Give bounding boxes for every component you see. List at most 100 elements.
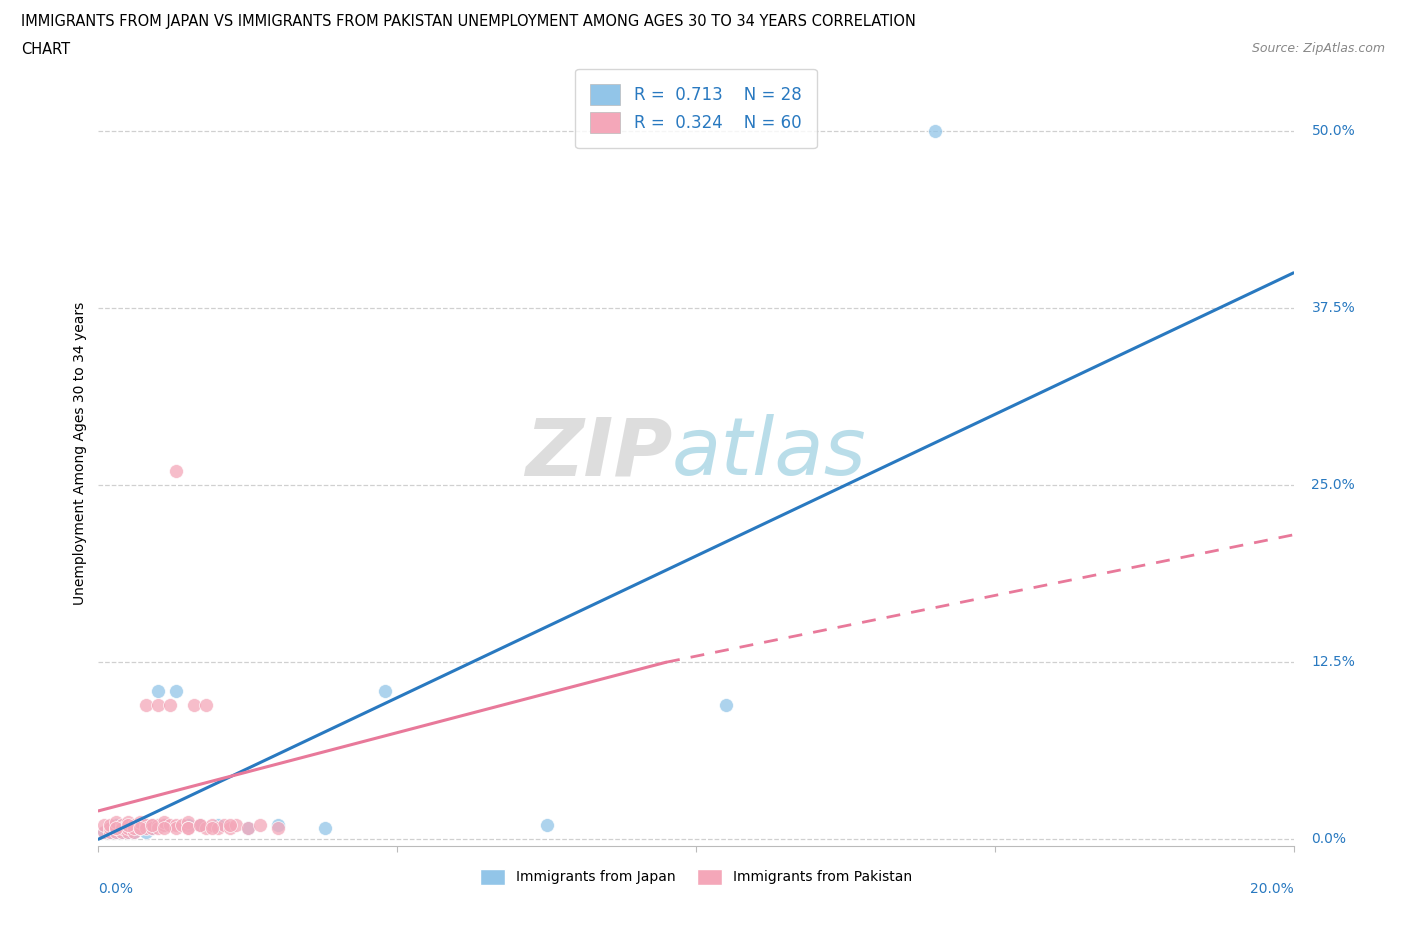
Point [111, 817, 134, 832]
Text: 0.0%: 0.0% [98, 882, 134, 896]
Text: atlas: atlas [672, 415, 868, 492]
Text: 20.0%: 20.0% [1250, 882, 1294, 896]
Point [111, 825, 134, 840]
Point [117, 825, 139, 840]
Text: ZIP: ZIP [524, 415, 672, 492]
Point [124, 825, 146, 840]
Point [219, 817, 242, 832]
Point [135, 817, 157, 832]
Point [98, 817, 122, 832]
Point [159, 698, 181, 712]
Point [93, 825, 115, 840]
Point [225, 817, 247, 832]
Point [98, 825, 122, 840]
Text: 25.0%: 25.0% [1312, 478, 1355, 492]
Point [129, 820, 152, 835]
Point [148, 820, 170, 835]
Point [124, 817, 146, 832]
Point [148, 817, 170, 832]
Point [165, 817, 187, 832]
Point [177, 817, 200, 832]
Point [141, 817, 163, 832]
Point [124, 820, 146, 835]
Point [111, 825, 134, 840]
Point [188, 817, 211, 832]
Point [111, 817, 134, 832]
Text: 37.5%: 37.5% [1312, 301, 1355, 315]
Point [98, 820, 122, 835]
Point [177, 820, 200, 835]
Point [201, 817, 224, 832]
Point [183, 698, 205, 712]
Point [236, 820, 259, 835]
Point [172, 817, 194, 832]
Point [236, 820, 259, 835]
Point [219, 820, 242, 835]
Point [105, 825, 128, 840]
Point [117, 817, 139, 832]
Point [159, 817, 181, 832]
Text: 0.0%: 0.0% [1312, 832, 1347, 846]
Point [148, 698, 170, 712]
Legend: Immigrants from Japan, Immigrants from Pakistan: Immigrants from Japan, Immigrants from P… [474, 863, 918, 890]
Point [177, 815, 200, 830]
Text: IMMIGRANTS FROM JAPAN VS IMMIGRANTS FROM PAKISTAN UNEMPLOYMENT AMONG AGES 30 TO : IMMIGRANTS FROM JAPAN VS IMMIGRANTS FROM… [21, 14, 915, 29]
Point [117, 820, 139, 835]
Point [714, 698, 737, 712]
Point [201, 820, 224, 835]
Point [267, 817, 290, 832]
Point [249, 817, 271, 832]
Point [141, 820, 163, 835]
Point [93, 825, 115, 840]
Point [135, 820, 157, 835]
Point [315, 820, 337, 835]
Point [267, 820, 290, 835]
Point [111, 820, 134, 835]
Point [165, 684, 187, 698]
Point [194, 820, 218, 835]
Point [129, 815, 152, 830]
Point [117, 817, 139, 832]
Point [141, 817, 163, 832]
Point [153, 820, 176, 835]
Point [165, 820, 187, 835]
Point [117, 820, 139, 835]
Point [129, 820, 152, 835]
Text: CHART: CHART [21, 42, 70, 57]
Point [165, 464, 187, 479]
Point [207, 820, 229, 835]
Point [93, 817, 115, 832]
Point [924, 124, 946, 139]
Text: 50.0%: 50.0% [1312, 125, 1355, 139]
Point [105, 817, 128, 832]
Point [135, 698, 157, 712]
Text: 12.5%: 12.5% [1312, 656, 1355, 670]
Point [98, 820, 122, 835]
Point [194, 698, 218, 712]
Y-axis label: Unemployment Among Ages 30 to 34 years: Unemployment Among Ages 30 to 34 years [73, 301, 87, 605]
Text: Source: ZipAtlas.com: Source: ZipAtlas.com [1251, 42, 1385, 55]
Point [374, 684, 396, 698]
Point [129, 820, 152, 835]
Point [129, 817, 152, 832]
Point [148, 684, 170, 698]
Point [105, 815, 128, 830]
Point [207, 817, 229, 832]
Point [188, 817, 211, 832]
Point [124, 817, 146, 832]
Point [177, 820, 200, 835]
Point [153, 817, 176, 832]
Point [105, 825, 128, 840]
Point [153, 815, 176, 830]
Point [135, 825, 157, 840]
Point [153, 817, 176, 832]
Point [188, 817, 211, 832]
Point [536, 817, 558, 832]
Point [105, 820, 128, 835]
Point [141, 820, 163, 835]
Point [212, 817, 235, 832]
Point [105, 820, 128, 835]
Point [98, 825, 122, 840]
Point [117, 825, 139, 840]
Point [135, 817, 157, 832]
